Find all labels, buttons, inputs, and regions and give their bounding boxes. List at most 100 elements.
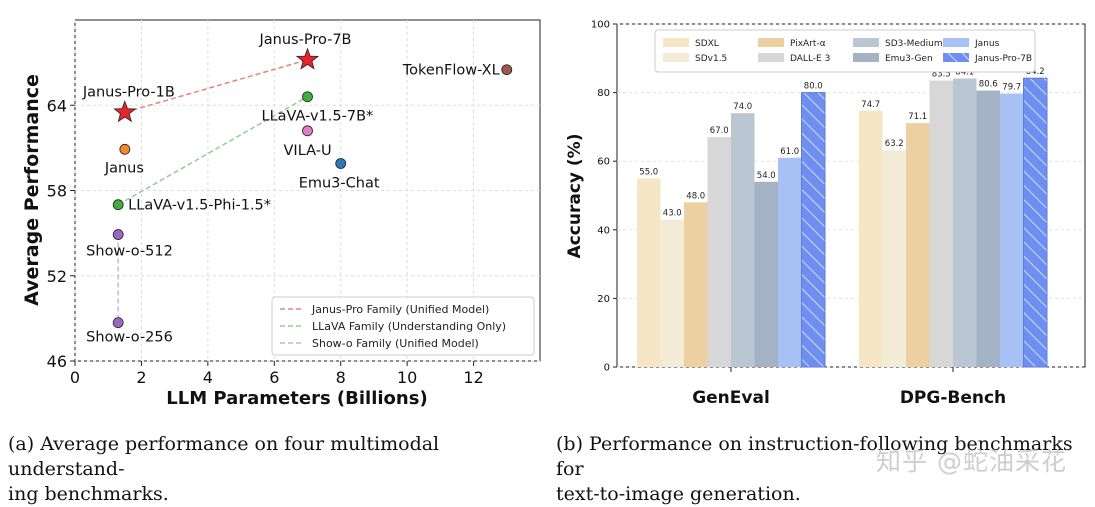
scatter-y-ticks: 46 52 58 64 — [47, 96, 75, 371]
bar-y-tick-label: 100 — [591, 20, 610, 31]
scatter-y-tick-label: 52 — [47, 267, 67, 286]
bar-category-label: GenEval — [692, 388, 770, 408]
scatter-x-tick-label: 6 — [269, 368, 279, 387]
bar-value-label: 61.0 — [780, 147, 799, 157]
bar — [660, 219, 684, 367]
scatter-y-axis-label: Average Performance — [21, 74, 43, 306]
watermark: 知乎 @蛇油采花 — [876, 447, 1067, 476]
caption-a: (a) Average performance on four multimod… — [8, 432, 553, 507]
scatter-point-star — [295, 47, 320, 70]
scatter-point-label: LLaVA-v1.5-Phi-1.5* — [128, 198, 271, 214]
bar-value-label: 80.6 — [979, 80, 998, 90]
scatter-chart: Janus-Pro-7B Janus-Pro-1B TokenFlow-XL LLaV… — [21, 19, 541, 409]
bar — [859, 110, 883, 368]
scatter-points — [112, 47, 513, 329]
scatter-point-label: Emu3-Chat — [299, 176, 380, 192]
scatter-point — [501, 64, 513, 76]
bar-legend-swatch — [853, 38, 879, 47]
bar-legend-swatch — [758, 53, 784, 62]
scatter-legend: Janus-Pro Family (Unified Model) LLaVA Fa… — [271, 296, 535, 356]
bar-value-label: 54.0 — [757, 171, 776, 181]
bar-value-label: 84.1 — [955, 68, 974, 78]
scatter-x-tick-label: 12 — [463, 368, 483, 387]
bar-legend-label: Emu3-Gen — [885, 54, 933, 64]
bar-legend-label: PixArt-α — [790, 39, 826, 49]
scatter-legend-label: Janus-Pro Family (Unified Model) — [311, 303, 489, 316]
caption-a-line2: ing benchmarks. — [8, 483, 169, 505]
bar-series — [637, 77, 1048, 368]
caption-b-line2: text-to-image generation. — [556, 483, 801, 505]
scatter-point-label: Janus-Pro-1B — [82, 84, 175, 100]
bar — [882, 150, 906, 367]
bar-value-labels: 55.0 43.0 48.0 67.0 74.0 54.0 61.0 80.0 74.7 63.2… — [639, 67, 1044, 218]
bar-value-label: 63.2 — [885, 139, 904, 149]
bar-legend: SDXL SDv1.5 PixArt-α DALL-E 3 SD3-Medium Emu3… — [654, 29, 1036, 73]
scatter-x-tick-label: 8 — [336, 368, 346, 387]
bar-value-label: 83.5 — [932, 70, 951, 80]
bar-legend-label: Janus-Pro-7B — [974, 54, 1032, 64]
bar-value-label: 43.0 — [663, 209, 682, 219]
bar-legend-box — [654, 29, 1036, 73]
scatter-y-tick-label: 64 — [47, 96, 67, 115]
bar-chart: 55.0 43.0 48.0 67.0 74.0 54.0 61.0 80.0 74.7 63.2… — [565, 20, 1086, 408]
bar-category-label: DPG-Bench — [900, 388, 1006, 408]
bar-legend-label: DALL-E 3 — [790, 54, 830, 64]
scatter-family-lines — [117, 59, 308, 323]
caption-a-line1: (a) Average performance on four multimod… — [8, 433, 440, 480]
bar — [929, 80, 953, 367]
scatter-x-axis-label: LLM Parameters (Billions) — [166, 388, 427, 409]
scatter-point — [112, 229, 124, 240]
bar — [707, 137, 731, 367]
bar-legend-label: Janus — [974, 39, 1000, 49]
bar — [976, 90, 1000, 368]
scatter-point-label: Janus-Pro-7B — [259, 32, 352, 48]
bar-value-label: 74.7 — [861, 100, 880, 110]
bar — [906, 123, 930, 367]
scatter-x-tick-label: 10 — [397, 368, 417, 387]
bar — [778, 157, 802, 367]
bar-y-tick-label: 80 — [597, 88, 610, 99]
bar-legend-swatch — [663, 38, 689, 47]
bar-legend-swatch — [663, 53, 689, 62]
bar-legend-swatch — [853, 53, 879, 62]
scatter-point-label: VILA-U — [284, 143, 332, 159]
bar-value-label: 71.1 — [908, 112, 927, 122]
bar-legend-swatch — [943, 53, 969, 62]
bar-category-labels: GenEval DPG-Bench — [692, 367, 1006, 408]
bar-y-ticks: 0 20 40 60 80 100 — [591, 20, 617, 374]
bar-value-label: 48.0 — [686, 191, 705, 201]
scatter-point — [119, 143, 131, 155]
scatter-legend-label: LLaVA Family (Understanding Only) — [312, 320, 506, 333]
scatter-family-line — [117, 96, 308, 206]
bar-value-label: 79.7 — [1002, 83, 1021, 93]
bar-y-tick-label: 60 — [597, 157, 610, 168]
bar-value-label: 80.0 — [804, 82, 823, 92]
bar-y-tick-label: 20 — [597, 294, 610, 305]
scatter-point-star — [113, 100, 137, 123]
scatter-x-tick-label: 4 — [203, 368, 213, 387]
bar-y-tick-label: 40 — [597, 225, 610, 236]
scatter-point — [112, 317, 124, 329]
bar-value-label: 74.0 — [733, 102, 752, 112]
scatter-point — [302, 91, 313, 103]
scatter-x-tick-label: 2 — [136, 368, 146, 387]
bar — [801, 92, 826, 368]
scatter-point — [335, 158, 347, 169]
scatter-point-label: Janus — [104, 160, 144, 176]
bar-value-label: 67.0 — [710, 126, 729, 136]
bar — [684, 202, 708, 367]
scatter-legend-box — [271, 296, 535, 356]
scatter-point — [302, 125, 313, 137]
bar-y-tick-label: 0 — [604, 363, 610, 374]
scatter-x-tick-label: 0 — [70, 368, 80, 387]
bar-legend-swatch — [943, 38, 969, 47]
scatter-y-tick-label: 46 — [47, 352, 67, 371]
bar — [1023, 77, 1048, 368]
bar-legend-swatch — [758, 38, 784, 47]
scatter-point-label: Show-o-512 — [86, 244, 173, 260]
bar — [754, 181, 778, 367]
bar — [731, 113, 755, 368]
scatter-point-label: Show-o-256 — [86, 330, 173, 346]
bar-y-axis-label: Accuracy (%) — [565, 134, 585, 259]
scatter-point-label: TokenFlow-XL — [402, 63, 500, 79]
